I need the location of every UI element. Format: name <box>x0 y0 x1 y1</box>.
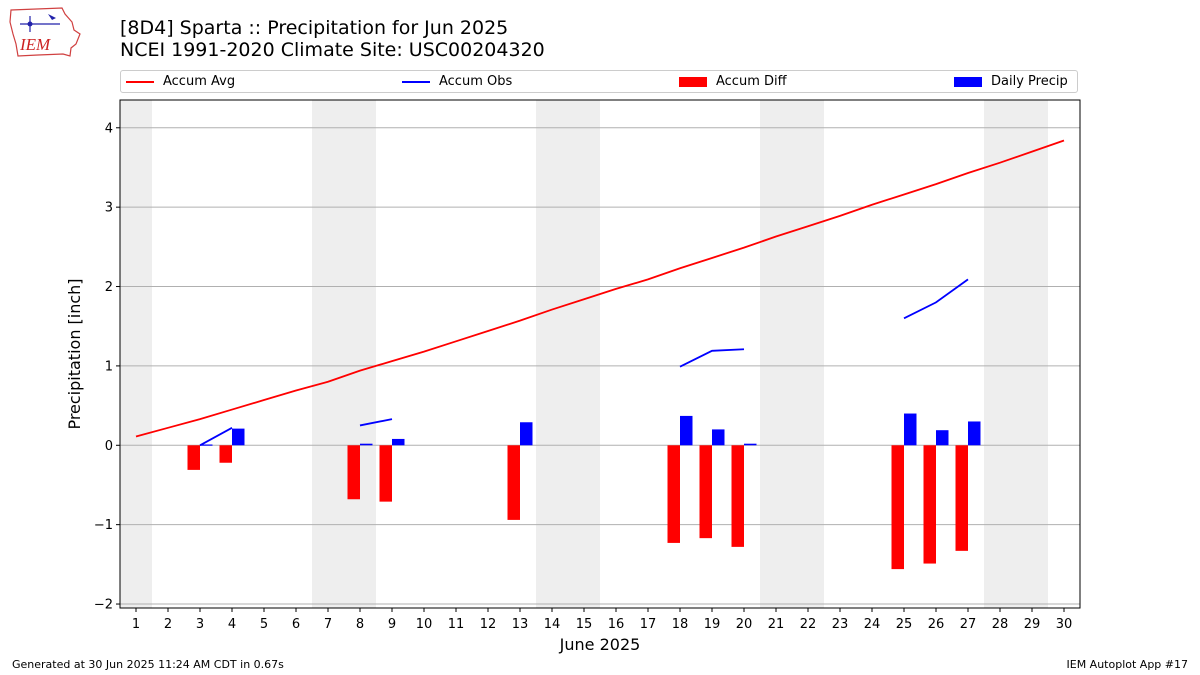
weekend-shade <box>760 100 824 608</box>
y-tick-label: −2 <box>94 598 113 613</box>
accum-obs-line <box>359 418 393 427</box>
legend-item-accum-avg: Accum Avg <box>126 74 235 89</box>
accum-diff-bar <box>891 445 904 570</box>
x-tick-label: 23 <box>832 617 849 632</box>
x-tick-label: 5 <box>260 617 268 632</box>
accum-diff-bar <box>699 445 712 539</box>
x-tick-label: 15 <box>576 617 593 632</box>
daily-precip-bar <box>680 415 693 446</box>
accum-obs-line <box>679 348 745 368</box>
accum-diff-bar <box>923 445 936 564</box>
accum-obs-line <box>903 278 969 320</box>
plot-frame <box>119 99 1081 609</box>
accum-diff-bar <box>667 445 680 543</box>
y-axis-label: Precipitation [inch] <box>65 278 84 429</box>
legend-swatch <box>126 80 154 83</box>
legend-item-accum-obs: Accum Obs <box>402 74 512 89</box>
y-tick-label: 0 <box>105 439 113 454</box>
daily-precip-bar <box>936 430 949 446</box>
weekend-shade <box>536 100 600 608</box>
daily-precip-bar <box>392 438 405 446</box>
weekend-shade <box>120 100 152 608</box>
daily-precip-bar <box>520 422 533 446</box>
y-tick-label: 1 <box>105 359 113 374</box>
footer-generated-text: Generated at 30 Jun 2025 11:24 AM CDT in… <box>12 658 284 671</box>
legend-label: Accum Obs <box>439 74 513 89</box>
x-tick-label: 2 <box>164 617 172 632</box>
chart-subtitle: NCEI 1991-2020 Climate Site: USC00204320 <box>120 39 545 61</box>
legend-label: Accum Diff <box>716 74 787 89</box>
accum-diff-bar <box>347 445 360 500</box>
x-tick-label: 6 <box>292 617 300 632</box>
weekend-shade <box>984 100 1048 608</box>
x-tick-label: 27 <box>960 617 977 632</box>
x-axis-label: June 2025 <box>559 635 641 654</box>
x-tick-label: 28 <box>992 617 1009 632</box>
daily-precip-bar <box>232 428 245 446</box>
accum-diff-bar <box>955 445 968 551</box>
x-tick-label: 7 <box>324 617 332 632</box>
accum-diff-bar <box>731 445 744 547</box>
x-tick-label: 16 <box>608 617 625 632</box>
legend-label: Accum Avg <box>163 74 236 89</box>
x-tick-label: 12 <box>480 617 497 632</box>
legend-item-accum-diff: Accum Diff <box>679 74 787 89</box>
x-tick-label: 24 <box>864 617 881 632</box>
legend-item-daily-precip: Daily Precip <box>954 74 1068 89</box>
x-tick-label: 10 <box>416 617 433 632</box>
x-tick-label: 3 <box>196 617 204 632</box>
x-tick-label: 9 <box>388 617 396 632</box>
footer-app-label: IEM Autoplot App #17 <box>1066 658 1189 671</box>
daily-precip-bar <box>360 443 373 446</box>
daily-precip-bar <box>200 444 213 446</box>
x-tick-label: 25 <box>896 617 913 632</box>
accum-diff-bar <box>219 445 232 463</box>
y-tick-label: 2 <box>105 280 113 295</box>
accum-diff-bar <box>379 445 392 502</box>
chart-title: [8D4] Sparta :: Precipitation for Jun 20… <box>120 17 509 39</box>
x-tick-label: 29 <box>1024 617 1041 632</box>
x-tick-label: 4 <box>228 617 236 632</box>
legend-swatch <box>679 76 707 87</box>
x-tick-label: 14 <box>544 617 561 632</box>
legend-label: Daily Precip <box>991 74 1068 89</box>
legend-swatch <box>402 80 430 83</box>
weekend-shade <box>312 100 376 608</box>
legend: Accum Avg Accum Obs Accum Diff Daily Pre… <box>120 70 1078 93</box>
x-tick-label: 18 <box>672 617 689 632</box>
x-tick-label: 26 <box>928 617 945 632</box>
x-tick-label: 11 <box>448 617 465 632</box>
x-tick-label: 20 <box>736 617 753 632</box>
x-tick-label: 19 <box>704 617 721 632</box>
logo-text: IEM <box>19 35 51 54</box>
y-tick-label: 3 <box>105 201 113 216</box>
accum-diff-bar <box>507 445 520 520</box>
x-tick-label: 21 <box>768 617 785 632</box>
iem-logo: IEM <box>9 7 81 57</box>
accum-diff-bar <box>187 445 200 470</box>
y-tick-label: 4 <box>105 121 113 136</box>
daily-precip-bar <box>744 443 757 446</box>
daily-precip-bar <box>968 421 981 446</box>
daily-precip-bar <box>904 413 917 446</box>
x-tick-label: 17 <box>640 617 657 632</box>
daily-precip-bar <box>712 429 725 446</box>
x-tick-label: 22 <box>800 617 817 632</box>
accum-obs-line <box>199 427 233 447</box>
x-tick-label: 8 <box>356 617 364 632</box>
x-tick-label: 30 <box>1056 617 1073 632</box>
y-tick-label: −1 <box>94 518 113 533</box>
x-tick-label: 13 <box>512 617 529 632</box>
x-tick-label: 1 <box>132 617 140 632</box>
accum-avg-line <box>135 139 1065 438</box>
legend-swatch <box>954 76 982 87</box>
